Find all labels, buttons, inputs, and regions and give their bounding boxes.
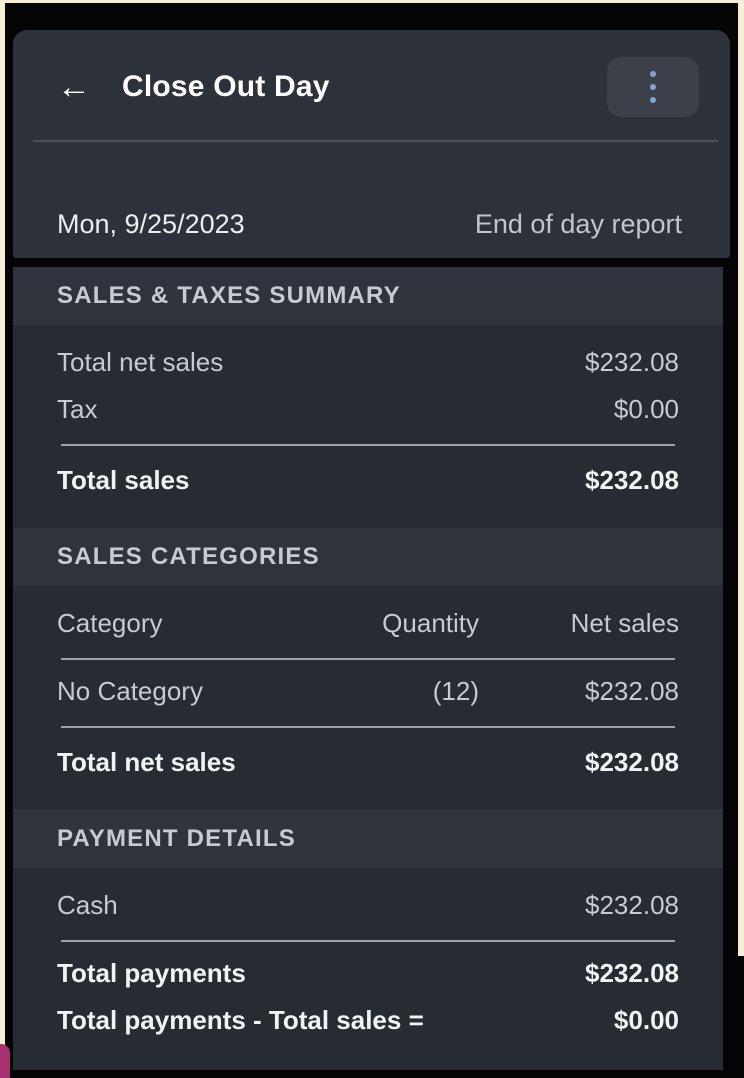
screenshot-border-right	[738, 0, 744, 956]
section-header-sales-categories: SALES CATEGORIES	[13, 528, 723, 586]
back-arrow-icon[interactable]: ←	[57, 68, 91, 106]
section-title: SALES & TAXES SUMMARY	[57, 282, 401, 309]
total-payments-row: Total payments $232.08	[57, 950, 679, 997]
kebab-menu-icon	[650, 97, 656, 103]
section-title: SALES CATEGORIES	[57, 543, 320, 570]
kebab-menu-icon	[650, 71, 656, 77]
section-header-sales-taxes: SALES & TAXES SUMMARY	[13, 267, 723, 325]
table-row: Tax $0.00	[57, 386, 679, 433]
kebab-menu-icon	[650, 84, 656, 90]
cell-net-sales: $232.08	[585, 676, 679, 706]
header-card: ← Close Out Day Mon, 9/25/2023 End of da…	[13, 30, 730, 258]
page-title: Close Out Day	[122, 70, 330, 103]
row-label: Total net sales	[57, 746, 236, 777]
table-row: Cash $232.08	[57, 882, 679, 929]
screenshot-border-top	[0, 0, 744, 3]
sales-taxes-rows: Total net sales $232.08 Tax $0.00 Total …	[13, 325, 723, 528]
report-type-label: End of day report	[474, 208, 682, 239]
total-sales-row: Total sales $232.08	[57, 454, 679, 506]
row-value: $232.08	[585, 890, 679, 920]
column-header-quantity: Quantity	[382, 608, 479, 638]
sales-categories-table: Category Quantity Net sales No Category …	[13, 586, 723, 810]
row-value: $232.08	[585, 464, 679, 495]
row-value: $0.00	[613, 1005, 679, 1035]
row-label: Cash	[57, 890, 118, 920]
column-header-category: Category	[57, 608, 163, 638]
cursor-artifact	[0, 1044, 10, 1078]
row-value: $232.08	[585, 746, 679, 777]
table-row: No Category (12) $232.08	[57, 668, 679, 715]
cell-quantity: (12)	[432, 676, 479, 706]
row-divider	[61, 658, 675, 660]
row-value: $0.00	[613, 394, 679, 424]
row-label: Total payments	[57, 958, 246, 988]
row-label: Tax	[57, 394, 98, 424]
titlebar: ← Close Out Day	[13, 57, 730, 117]
row-divider	[61, 726, 675, 728]
row-value: $232.08	[585, 958, 679, 988]
payments-minus-sales-row: Total payments - Total sales = $0.00	[57, 997, 679, 1044]
row-label: Total net sales	[57, 347, 224, 377]
header-divider	[33, 140, 718, 142]
table-row: Total net sales $232.08	[57, 339, 679, 386]
section-title: PAYMENT DETAILS	[57, 825, 296, 852]
date-row: Mon, 9/25/2023 End of day report	[57, 198, 682, 250]
overflow-menu-button[interactable]	[607, 57, 699, 117]
row-divider	[61, 444, 675, 446]
screenshot-border-left	[0, 0, 5, 1078]
row-label: Total payments - Total sales =	[57, 1005, 424, 1035]
cell-category: No Category	[57, 676, 203, 706]
total-net-sales-row: Total net sales $232.08	[57, 736, 679, 788]
report-date: Mon, 9/25/2023	[57, 208, 245, 239]
report-panel: SALES & TAXES SUMMARY Total net sales $2…	[13, 267, 723, 1070]
table-header-row: Category Quantity Net sales	[57, 600, 679, 647]
row-value: $232.08	[585, 347, 679, 377]
section-header-payment-details: PAYMENT DETAILS	[13, 810, 723, 868]
column-header-net-sales: Net sales	[570, 608, 679, 638]
row-label: Total sales	[57, 464, 190, 495]
row-divider	[61, 940, 675, 942]
payment-details-rows: Cash $232.08 Total payments $232.08 Tota…	[13, 868, 723, 1044]
